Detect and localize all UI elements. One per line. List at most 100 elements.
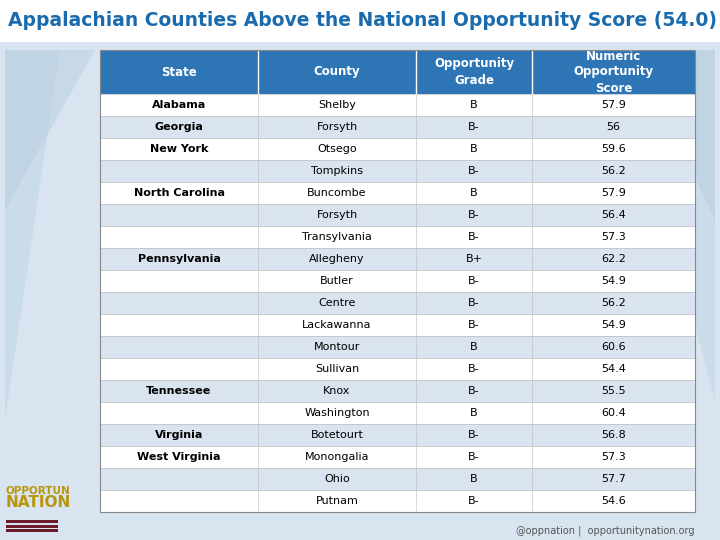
- Text: Putnam: Putnam: [315, 496, 359, 506]
- Text: NATION: NATION: [6, 495, 71, 510]
- FancyBboxPatch shape: [100, 270, 695, 292]
- FancyBboxPatch shape: [100, 336, 695, 358]
- Text: 57.9: 57.9: [601, 188, 626, 198]
- FancyBboxPatch shape: [100, 446, 695, 468]
- FancyBboxPatch shape: [6, 520, 58, 523]
- FancyBboxPatch shape: [100, 468, 695, 490]
- FancyBboxPatch shape: [100, 50, 695, 94]
- Text: 60.4: 60.4: [601, 408, 626, 418]
- Text: B-: B-: [468, 276, 480, 286]
- Text: Alabama: Alabama: [152, 100, 206, 110]
- Text: B: B: [470, 188, 478, 198]
- FancyBboxPatch shape: [0, 0, 720, 42]
- Text: Montour: Montour: [314, 342, 360, 352]
- Text: 56.2: 56.2: [601, 298, 626, 308]
- Text: 54.6: 54.6: [601, 496, 626, 506]
- Text: North Carolina: North Carolina: [133, 188, 225, 198]
- FancyBboxPatch shape: [6, 525, 58, 528]
- Text: Lackawanna: Lackawanna: [302, 320, 372, 330]
- Text: B: B: [470, 408, 478, 418]
- Text: 56: 56: [606, 122, 621, 132]
- Text: 54.4: 54.4: [601, 364, 626, 374]
- FancyBboxPatch shape: [100, 160, 695, 182]
- Text: Pennsylvania: Pennsylvania: [138, 254, 220, 264]
- FancyBboxPatch shape: [100, 248, 695, 270]
- Polygon shape: [5, 50, 95, 210]
- Text: Tompkins: Tompkins: [311, 166, 363, 176]
- Text: Georgia: Georgia: [155, 122, 204, 132]
- Text: B: B: [470, 342, 478, 352]
- FancyBboxPatch shape: [100, 314, 695, 336]
- Text: Knox: Knox: [323, 386, 351, 396]
- Text: Tennessee: Tennessee: [146, 386, 212, 396]
- Text: OPPORTUN: OPPORTUN: [6, 486, 71, 496]
- Text: Transylvania: Transylvania: [302, 232, 372, 242]
- Text: Numeric
Opportunity
Score: Numeric Opportunity Score: [573, 50, 654, 94]
- Text: B-: B-: [468, 210, 480, 220]
- FancyBboxPatch shape: [100, 94, 695, 116]
- Text: B-: B-: [468, 298, 480, 308]
- Text: Monongalia: Monongalia: [305, 452, 369, 462]
- Text: Allegheny: Allegheny: [309, 254, 365, 264]
- Text: B-: B-: [468, 166, 480, 176]
- Text: Shelby: Shelby: [318, 100, 356, 110]
- Text: B+: B+: [466, 254, 482, 264]
- FancyBboxPatch shape: [6, 529, 58, 532]
- Text: 54.9: 54.9: [601, 320, 626, 330]
- FancyBboxPatch shape: [100, 358, 695, 380]
- Text: Centre: Centre: [318, 298, 356, 308]
- Polygon shape: [635, 50, 715, 220]
- Text: 62.2: 62.2: [601, 254, 626, 264]
- FancyBboxPatch shape: [100, 182, 695, 204]
- Text: Otsego: Otsego: [318, 144, 357, 154]
- Text: B-: B-: [468, 122, 480, 132]
- Text: 57.7: 57.7: [601, 474, 626, 484]
- Text: B-: B-: [468, 496, 480, 506]
- Text: 57.3: 57.3: [601, 452, 626, 462]
- Text: 56.8: 56.8: [601, 430, 626, 440]
- FancyBboxPatch shape: [100, 490, 695, 512]
- Text: 56.4: 56.4: [601, 210, 626, 220]
- Text: New York: New York: [150, 144, 208, 154]
- Text: 59.6: 59.6: [601, 144, 626, 154]
- Text: B-: B-: [468, 430, 480, 440]
- FancyBboxPatch shape: [100, 380, 695, 402]
- FancyBboxPatch shape: [100, 116, 695, 138]
- Polygon shape: [620, 50, 715, 400]
- Text: B-: B-: [468, 452, 480, 462]
- Text: Butler: Butler: [320, 276, 354, 286]
- FancyBboxPatch shape: [100, 292, 695, 314]
- Text: B-: B-: [468, 232, 480, 242]
- Text: Opportunity
Grade: Opportunity Grade: [434, 57, 514, 86]
- FancyBboxPatch shape: [100, 204, 695, 226]
- Text: Botetourt: Botetourt: [310, 430, 364, 440]
- FancyBboxPatch shape: [100, 424, 695, 446]
- Text: B-: B-: [468, 364, 480, 374]
- Text: B-: B-: [468, 320, 480, 330]
- Text: B: B: [470, 100, 478, 110]
- Text: Forsyth: Forsyth: [316, 210, 358, 220]
- Text: 56.2: 56.2: [601, 166, 626, 176]
- Text: B: B: [470, 144, 478, 154]
- Text: State: State: [161, 65, 197, 78]
- Text: 55.5: 55.5: [601, 386, 626, 396]
- FancyBboxPatch shape: [100, 226, 695, 248]
- Text: Appalachian Counties Above the National Opportunity Score (54.0): Appalachian Counties Above the National …: [8, 11, 717, 30]
- Text: B-: B-: [468, 386, 480, 396]
- Text: County: County: [314, 65, 360, 78]
- Text: 54.9: 54.9: [601, 276, 626, 286]
- FancyBboxPatch shape: [100, 402, 695, 424]
- Text: Ohio: Ohio: [324, 474, 350, 484]
- Text: 57.3: 57.3: [601, 232, 626, 242]
- Text: 57.9: 57.9: [601, 100, 626, 110]
- Text: B: B: [470, 474, 478, 484]
- Text: 60.6: 60.6: [601, 342, 626, 352]
- Text: Washington: Washington: [304, 408, 370, 418]
- Text: Forsyth: Forsyth: [316, 122, 358, 132]
- Text: Sullivan: Sullivan: [315, 364, 359, 374]
- Polygon shape: [5, 50, 60, 420]
- FancyBboxPatch shape: [100, 138, 695, 160]
- Text: Virginia: Virginia: [155, 430, 203, 440]
- Text: @oppnation |  opportunitynation.org: @oppnation | opportunitynation.org: [516, 525, 695, 536]
- Text: West Virginia: West Virginia: [138, 452, 221, 462]
